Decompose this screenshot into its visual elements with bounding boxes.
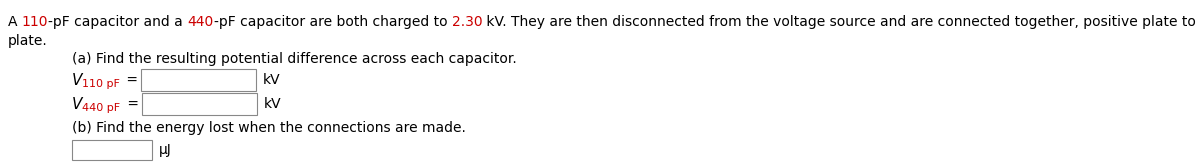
Text: V: V (72, 73, 83, 88)
Text: -pF capacitor are both charged to: -pF capacitor are both charged to (214, 15, 451, 29)
Text: 440: 440 (187, 15, 214, 29)
Text: kV: kV (264, 97, 281, 111)
FancyBboxPatch shape (72, 140, 152, 160)
Text: (a) Find the resulting potential difference across each capacitor.: (a) Find the resulting potential differe… (72, 52, 517, 66)
Text: V: V (72, 97, 83, 112)
Text: A: A (8, 15, 22, 29)
Text: kV. They are then disconnected from the voltage source and are connected togethe: kV. They are then disconnected from the … (482, 15, 1200, 29)
Text: (b) Find the energy lost when the connections are made.: (b) Find the energy lost when the connec… (72, 121, 466, 135)
Text: μJ: μJ (158, 143, 172, 157)
FancyBboxPatch shape (142, 69, 257, 91)
Text: =: = (122, 73, 138, 87)
Text: 110: 110 (22, 15, 48, 29)
Text: 440 pF: 440 pF (83, 103, 120, 113)
Text: kV: kV (263, 73, 281, 87)
Text: plate.: plate. (8, 34, 48, 48)
Text: 2.30: 2.30 (451, 15, 482, 29)
Text: 110 pF: 110 pF (83, 79, 120, 89)
Text: -pF capacitor and a: -pF capacitor and a (48, 15, 187, 29)
Text: =: = (122, 97, 138, 111)
FancyBboxPatch shape (142, 93, 257, 115)
